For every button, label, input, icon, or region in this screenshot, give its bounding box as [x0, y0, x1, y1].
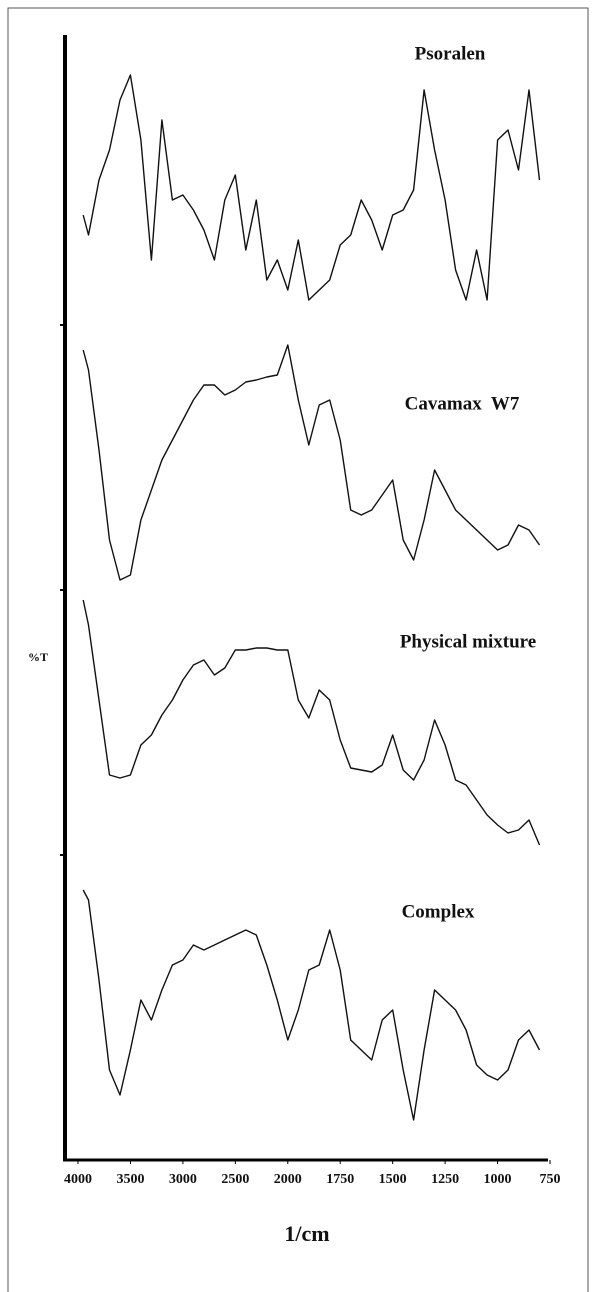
- series-label: Complex: [402, 901, 475, 922]
- spectrum-line: [82, 74, 541, 301]
- x-tick-label: 1750: [326, 1172, 354, 1187]
- spectrum-line: [82, 599, 541, 846]
- x-tick-label: 1250: [431, 1172, 459, 1187]
- series-label: Psoralen: [415, 43, 486, 64]
- spectrum-line: [82, 889, 541, 1121]
- y-axis-label: %T: [28, 650, 48, 664]
- x-tick-label: 2000: [274, 1172, 302, 1187]
- x-axis-label: 1/cm: [284, 1221, 329, 1246]
- x-tick-label: 3000: [169, 1172, 197, 1187]
- frame: [7, 7, 589, 1292]
- x-tick-label: 750: [540, 1172, 561, 1187]
- x-tick-label: 2500: [221, 1172, 249, 1187]
- x-tick-label: 3500: [116, 1172, 144, 1187]
- x-tick-label: 1000: [484, 1172, 512, 1187]
- spectrum-line: [82, 344, 541, 581]
- series-label: Cavamax W7: [405, 393, 520, 414]
- x-tick-label: 4000: [64, 1172, 92, 1187]
- series-label: Physical mixture: [400, 631, 536, 652]
- x-tick-label: 1500: [379, 1172, 407, 1187]
